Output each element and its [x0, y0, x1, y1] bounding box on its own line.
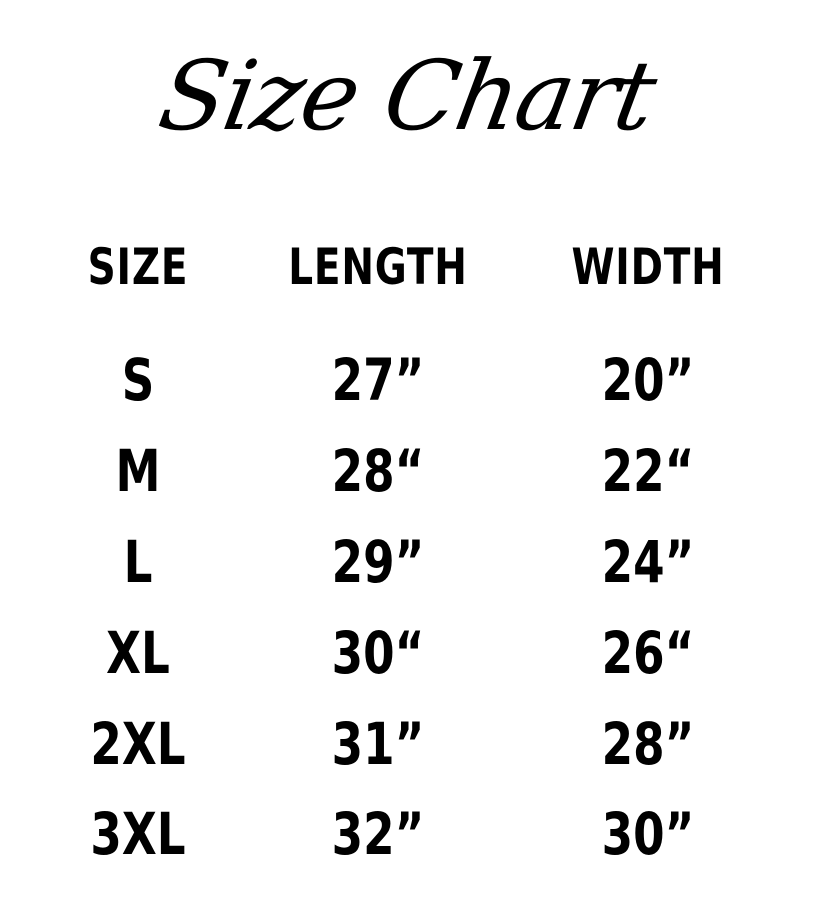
- table-cell-size: 3XL: [90, 800, 186, 868]
- table-cell-width: 30”: [601, 800, 695, 868]
- table-cell-size: L: [123, 528, 153, 596]
- header-length: LENGTH: [288, 238, 468, 296]
- table-cell-size: S: [121, 346, 155, 414]
- table-cell-width: 26“: [601, 619, 695, 687]
- table-cell-size: XL: [106, 619, 170, 687]
- table-cell-length: 31”: [331, 710, 425, 778]
- table-cell-width: 28”: [601, 710, 695, 778]
- table-cell-size: M: [115, 437, 161, 505]
- table-cell-width: 22“: [601, 437, 695, 505]
- header-width: WIDTH: [571, 238, 725, 296]
- table-cell-length: 30“: [331, 619, 425, 687]
- table-cell-width: 20”: [601, 346, 695, 414]
- chart-title: Size Chart: [151, 40, 663, 152]
- table-cell-length: 27”: [331, 346, 425, 414]
- table-cell-width: 24”: [601, 528, 695, 596]
- table-cell-length: 29”: [331, 528, 425, 596]
- table-cell-length: 28“: [331, 437, 425, 505]
- table-cell-length: 32”: [331, 800, 425, 868]
- header-size: SIZE: [87, 238, 189, 296]
- table-cell-size: 2XL: [90, 710, 186, 778]
